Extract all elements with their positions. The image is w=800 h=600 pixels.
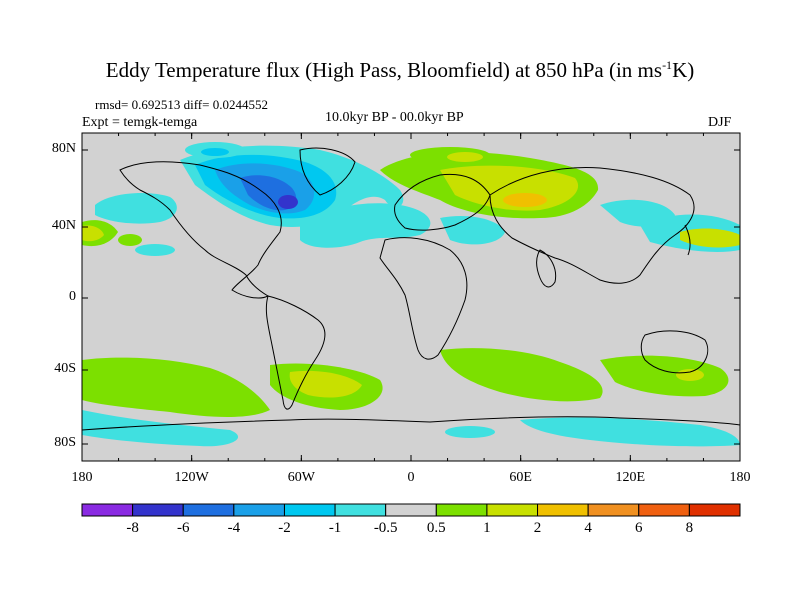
coast-north-america xyxy=(119,161,282,299)
field-yellow-west-edge xyxy=(82,225,104,242)
coastlines xyxy=(82,147,740,431)
colorbar-label: -0.5 xyxy=(373,520,398,536)
field-cyan-atlantic xyxy=(300,203,431,248)
colorbar-swatch xyxy=(486,503,539,517)
longitude-label: 120W xyxy=(174,470,209,485)
field-orange-eurasia xyxy=(503,193,547,207)
colorbar-label: 4 xyxy=(584,520,592,536)
latitude-label: 40S xyxy=(54,361,76,376)
coast-africa xyxy=(379,237,468,360)
field-core-labrador xyxy=(278,195,298,209)
title-main: Eddy Temperature flux (High Pass, Bloomf… xyxy=(105,58,663,82)
field-cyan-southern-ocean-central xyxy=(445,426,495,438)
colorbar-swatch xyxy=(385,503,437,517)
coast-south-america xyxy=(265,295,326,410)
coast-greenland xyxy=(299,147,356,196)
coast-asia xyxy=(489,167,695,284)
field-cyan-southern-ocean-east xyxy=(520,417,740,447)
field-cyan-north-pacific xyxy=(95,193,177,224)
colorbar-swatch xyxy=(587,503,640,517)
field-yellow-australia xyxy=(676,369,704,381)
colorbar-swatch xyxy=(81,503,134,517)
colorbar-swatch xyxy=(233,503,285,517)
colorbar xyxy=(81,503,741,517)
longitude-label: 0 xyxy=(407,470,415,485)
colorbar-label: 1 xyxy=(483,520,491,536)
field-yellow-arctic-europe xyxy=(447,152,483,162)
colorbar-swatch xyxy=(688,503,741,517)
colorbar-label: -4 xyxy=(227,520,241,536)
period-text: 10.0kyr BP - 00.0kyr BP xyxy=(325,110,464,125)
colorbar-swatch xyxy=(334,503,387,517)
latitude-label: 80S xyxy=(54,435,76,450)
longitude-label: 60W xyxy=(287,470,315,485)
colorbar-swatch xyxy=(132,503,184,517)
colorbar-swatch xyxy=(182,503,235,517)
longitude-label: 180 xyxy=(729,470,751,485)
longitude-label: 120E xyxy=(615,470,646,485)
field-green-southern-pacific xyxy=(82,357,270,417)
field-green-south-indian xyxy=(440,348,603,402)
colorbar-label: -6 xyxy=(176,520,190,536)
field-cyan-europe xyxy=(440,215,505,245)
latitude-label: 0 xyxy=(69,289,76,304)
colorbar-label: 2 xyxy=(533,520,542,536)
field-yellow-south-atlantic xyxy=(289,370,362,398)
stats-text: rmsd= 0.692513 diff= 0.0244552 xyxy=(95,97,268,112)
coast-australia xyxy=(640,330,709,374)
expt-text: Expt = temgk-temga xyxy=(82,115,198,130)
map-title: Eddy Temperature flux (High Pass, Bloomf… xyxy=(0,58,800,83)
latitude-label: 40N xyxy=(51,218,76,233)
season-text: DJF xyxy=(708,115,732,130)
field-lightblue-arctic xyxy=(201,148,229,156)
anomaly-field xyxy=(82,142,740,447)
title-tail: K) xyxy=(672,58,695,82)
colorbar-label: 6 xyxy=(635,520,643,536)
field-cyan-southern-ocean-west xyxy=(82,410,239,447)
field-green-australia xyxy=(600,355,729,397)
axis-ticks xyxy=(81,133,741,461)
colorbar-swatch xyxy=(283,503,336,517)
colorbar-label: -2 xyxy=(278,520,291,536)
colorbar-swatch xyxy=(435,503,488,517)
coast-europe xyxy=(394,173,491,231)
field-cyan-pacific-small xyxy=(135,244,175,256)
colorbar-label: 8 xyxy=(685,520,694,536)
colorbar-swatch xyxy=(537,503,589,517)
colorbar-label: 0.5 xyxy=(426,520,446,536)
coast-japan xyxy=(684,224,691,256)
longitude-label: 180 xyxy=(71,470,93,485)
field-green-central-pacific xyxy=(118,234,142,246)
longitude-label: 60E xyxy=(509,470,532,485)
latitude-label: 80N xyxy=(51,141,76,156)
coast-india xyxy=(536,249,557,288)
field-yellow-northwest-pacific xyxy=(680,228,740,248)
colorbar-label: -8 xyxy=(126,520,139,536)
title-superscript: -1 xyxy=(662,58,673,72)
colorbar-swatch xyxy=(638,503,690,517)
colorbar-label: -1 xyxy=(328,520,342,536)
coast-antarctica xyxy=(82,416,740,431)
